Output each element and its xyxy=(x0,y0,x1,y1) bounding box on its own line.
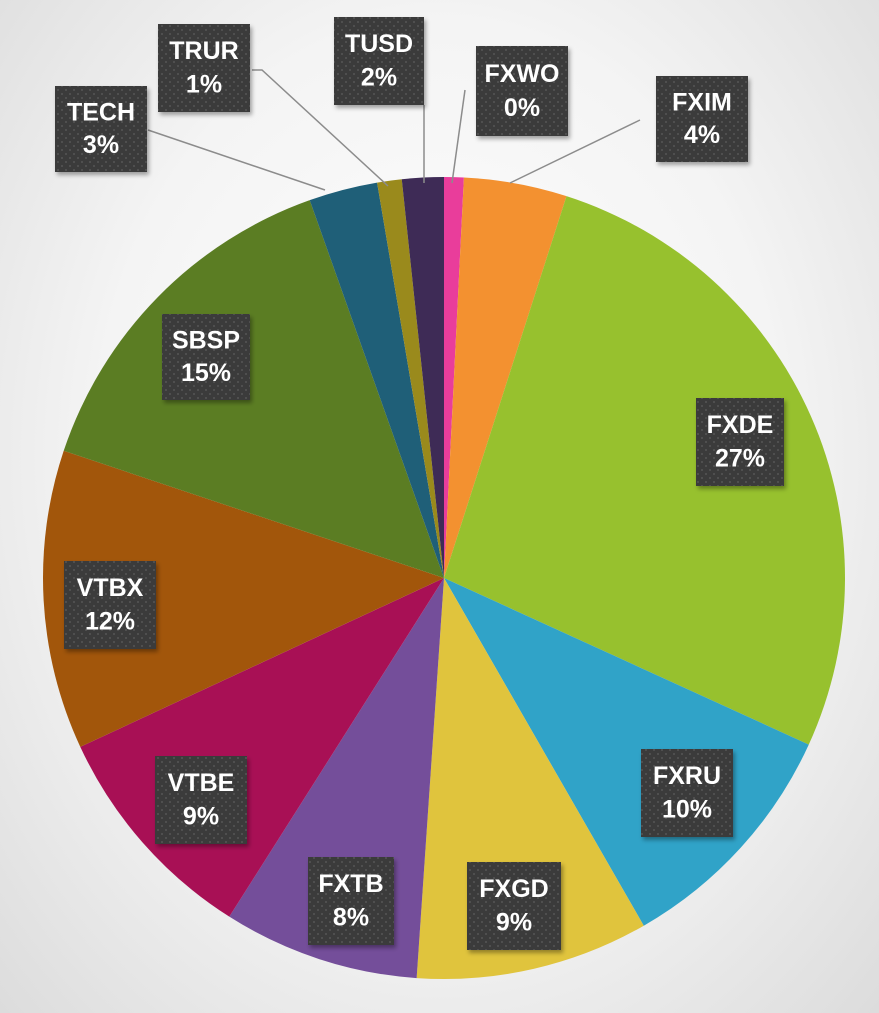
label-box xyxy=(641,749,733,837)
slice-tech xyxy=(309,182,444,578)
label-box xyxy=(696,398,784,486)
label-box xyxy=(158,24,250,112)
leader-line-tech xyxy=(147,129,326,191)
leader-line-trur xyxy=(252,69,389,187)
data-label-fxgd: FXGD 9% xyxy=(467,862,561,950)
label-name: SBSP xyxy=(172,326,240,354)
data-label-trur: TRUR 1% xyxy=(158,24,250,112)
slice-tusd xyxy=(401,177,444,578)
label-name: TRUR xyxy=(169,37,238,65)
data-label-fxde: FXDE 27% xyxy=(696,398,784,486)
label-box xyxy=(334,17,424,105)
label-percent: 9% xyxy=(496,909,532,937)
pie-slices xyxy=(43,177,846,979)
label-name: FXTB xyxy=(318,870,383,898)
leader-line-fxim xyxy=(509,119,641,184)
data-label-sbsp: SBSP 15% xyxy=(162,314,250,400)
label-percent: 0% xyxy=(504,94,540,122)
label-percent: 12% xyxy=(85,608,135,636)
label-name: TECH xyxy=(67,98,135,126)
slice-fxde xyxy=(444,196,846,745)
label-box xyxy=(308,857,394,945)
label-name: FXGD xyxy=(479,875,548,903)
label-percent: 1% xyxy=(186,71,222,99)
label-percent: 10% xyxy=(662,796,712,824)
data-label-fxim: FXIM 4% xyxy=(656,76,748,162)
label-percent: 8% xyxy=(333,904,369,932)
label-percent: 9% xyxy=(183,803,219,831)
data-label-tusd: TUSD 2% xyxy=(334,17,424,105)
data-label-vtbe: VTBE 9% xyxy=(155,756,247,844)
leader-lines xyxy=(147,69,641,191)
data-labels: FXWO 0% FXIM 4% FXDE 27% FXRU 10% FXGD 9% FXTB 8% VT… xyxy=(55,17,784,950)
label-name: TUSD xyxy=(345,30,413,58)
label-percent: 4% xyxy=(684,121,720,149)
label-box xyxy=(55,86,147,172)
label-box xyxy=(64,561,156,649)
label-name: FXWO xyxy=(485,60,560,88)
label-box xyxy=(656,76,748,162)
label-percent: 15% xyxy=(181,359,231,387)
label-name: VTBX xyxy=(77,574,144,602)
data-label-fxtb: FXTB 8% xyxy=(308,857,394,945)
label-percent: 2% xyxy=(361,64,397,92)
slice-sbsp xyxy=(63,200,444,578)
label-name: VTBE xyxy=(168,769,235,797)
data-label-vtbx: VTBX 12% xyxy=(64,561,156,649)
label-name: FXRU xyxy=(653,762,721,790)
slice-trur xyxy=(377,179,444,578)
slice-fxim xyxy=(444,177,567,578)
data-label-fxwo: FXWO 0% xyxy=(476,46,568,136)
label-percent: 3% xyxy=(83,131,119,159)
leader-line-fxwo xyxy=(451,89,466,184)
label-box xyxy=(467,862,561,950)
label-box xyxy=(162,314,250,400)
data-label-tech: TECH 3% xyxy=(55,86,147,172)
label-name: FXIM xyxy=(672,88,732,116)
slice-vtbx xyxy=(43,450,445,747)
label-name: FXDE xyxy=(707,411,774,439)
label-percent: 27% xyxy=(715,445,765,473)
label-box xyxy=(155,756,247,844)
data-label-fxru: FXRU 10% xyxy=(641,749,733,837)
slice-fxwo xyxy=(444,177,464,578)
slice-fxru xyxy=(444,578,809,926)
label-box xyxy=(476,46,568,136)
